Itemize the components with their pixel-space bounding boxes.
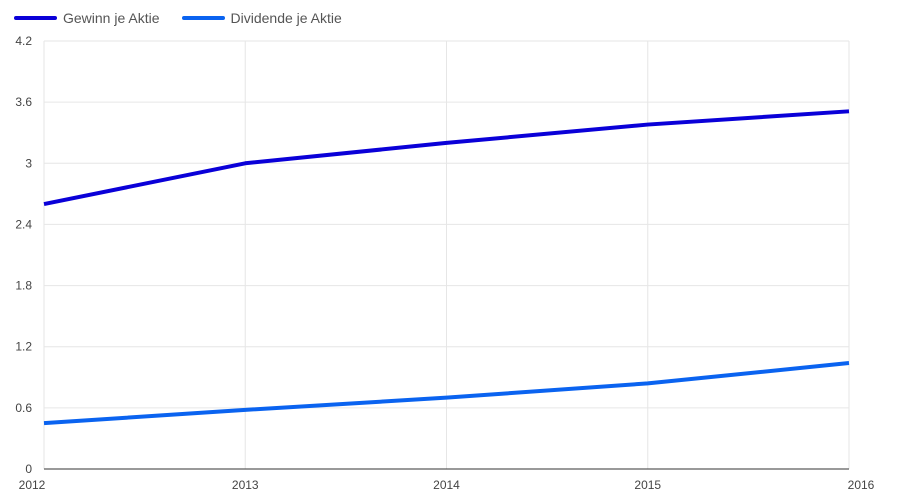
series-lines <box>43 109 850 426</box>
x-tick-label: 2016 <box>848 478 875 492</box>
y-tick-label: 3 <box>25 156 32 170</box>
legend-label-dividende: Dividende je Aktie <box>230 10 342 26</box>
x-tick-label: 2013 <box>232 478 259 492</box>
x-tick-label: 2015 <box>634 478 661 492</box>
y-tick-label: 2.4 <box>15 217 32 231</box>
y-tick-label: 1.8 <box>15 279 32 293</box>
y-tick-label: 1.2 <box>15 340 32 354</box>
x-tick-label: 2012 <box>19 478 46 492</box>
y-tick-label: 0.6 <box>15 401 32 415</box>
y-tick-label: 0 <box>25 462 32 476</box>
series-line-gewinn <box>43 109 850 207</box>
gridlines <box>43 40 850 469</box>
y-tick-label: 3.6 <box>15 95 32 109</box>
legend: Gewinn je Aktie Dividende je Aktie <box>14 10 342 26</box>
legend-swatch-dividende <box>181 16 225 20</box>
legend-item-dividende[interactable]: Dividende je Aktie <box>181 10 342 26</box>
x-tick-label: 2014 <box>433 478 460 492</box>
legend-label-gewinn: Gewinn je Aktie <box>63 10 160 26</box>
legend-swatch-gewinn <box>14 16 57 20</box>
legend-item-gewinn[interactable]: Gewinn je Aktie <box>14 10 160 26</box>
y-tick-label: 4.2 <box>15 34 32 48</box>
series-line-dividende <box>43 361 850 426</box>
tick-labels: 0 0.6 1.2 1.8 2.4 3 3.6 4.2 2012 2013 2014 2015 2016 <box>15 34 874 492</box>
